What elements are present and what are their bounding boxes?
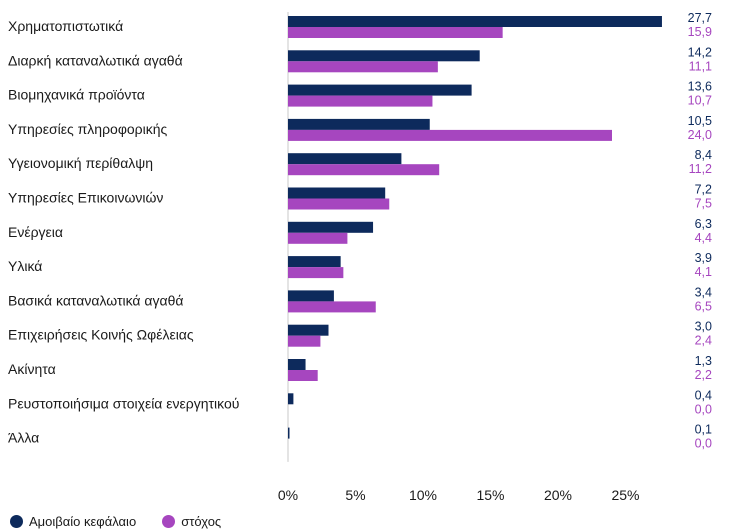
bar-fund — [288, 118, 430, 130]
bar-fund — [288, 221, 374, 233]
value-label-target: 10,7 — [688, 94, 712, 108]
category-label: Βιομηχανικά προϊόντα — [8, 87, 145, 103]
value-label-target: 0,0 — [695, 437, 712, 451]
bar-fund — [288, 290, 334, 302]
value-label-fund: 27,7 — [688, 11, 712, 25]
category-label: Διαρκή καταναλωτικά αγαθά — [8, 52, 183, 68]
x-tick-label: 15% — [476, 487, 504, 503]
bar-target — [288, 370, 318, 381]
bar-target — [288, 61, 438, 73]
value-label-fund: 0,4 — [695, 388, 712, 402]
bar-fund — [288, 50, 480, 62]
bar-target — [288, 301, 376, 313]
value-label-fund: 10,5 — [688, 114, 712, 128]
value-label-target: 4,4 — [695, 231, 712, 245]
value-label-target: 2,2 — [695, 368, 712, 382]
bar-fund — [288, 84, 472, 96]
category-label: Υγειονομική περίθαλψη — [8, 155, 153, 171]
category-label: Υπηρεσίες πληροφορικής — [8, 121, 168, 137]
legend-label-fund: Αμοιβαίο κεφάλαιο — [29, 513, 137, 529]
value-label-target: 2,4 — [695, 334, 712, 348]
value-label-target: 6,5 — [695, 299, 712, 313]
legend: Αμοιβαίο κεφάλαιο στόχος — [10, 512, 221, 530]
category-label: Ενέργεια — [8, 224, 63, 240]
value-label-fund: 13,6 — [688, 80, 712, 94]
value-label-target: 4,1 — [695, 265, 712, 279]
value-label-target: 24,0 — [688, 128, 712, 142]
category-label: Υλικά — [8, 258, 42, 274]
value-label-target: 15,9 — [688, 25, 712, 39]
value-label-fund: 3,0 — [695, 320, 712, 334]
value-label-fund: 6,3 — [695, 217, 712, 231]
category-label: Άλλα — [8, 430, 39, 446]
value-label-target: 7,5 — [695, 197, 712, 211]
bar-fund — [288, 153, 402, 165]
x-tick-label: 20% — [544, 487, 572, 503]
value-label-fund: 8,4 — [695, 148, 712, 162]
legend-swatch-fund — [10, 514, 23, 528]
x-tick-label: 0% — [278, 487, 298, 503]
bar-fund — [288, 256, 341, 268]
bar-target — [288, 232, 348, 244]
x-tick-label: 25% — [611, 487, 639, 503]
value-label-fund: 14,2 — [688, 45, 712, 59]
bar-target — [288, 164, 440, 176]
bar-fund — [288, 393, 294, 405]
value-label-target: 0,0 — [695, 402, 712, 416]
value-label-fund: 7,2 — [695, 183, 712, 197]
bar-target — [288, 27, 503, 38]
bar-target — [288, 129, 612, 141]
value-label-fund: 1,3 — [695, 354, 712, 368]
bar-target — [288, 95, 433, 107]
value-label-target: 11,2 — [689, 162, 712, 176]
legend-swatch-target — [162, 514, 176, 528]
bar-chart: Χρηματοπιστωτικά 27,715,9 Διαρκή καταναλωτ… — [8, 11, 712, 503]
legend-item-fund: Αμοιβαίο κεφάλαιο — [10, 514, 136, 529]
value-label-fund: 3,9 — [695, 251, 712, 265]
bar-fund — [288, 359, 306, 370]
bar-target — [288, 267, 344, 279]
category-label: Χρηματοπιστωτικά — [8, 18, 123, 34]
bar-fund — [288, 427, 290, 439]
category-label: Βασικά καταναλωτικά αγαθά — [8, 292, 183, 308]
value-label-fund: 0,1 — [695, 423, 712, 437]
bar-fund — [288, 324, 329, 336]
category-label: Ακίνητα — [8, 361, 56, 377]
bar-target — [288, 335, 321, 347]
category-label: Ρευστοποιήσιμα στοιχεία ενεργητικού — [8, 395, 239, 411]
bar-fund — [288, 16, 662, 27]
x-tick-label: 10% — [409, 487, 437, 503]
value-label-target: 11,1 — [689, 59, 712, 73]
legend-item-target: στόχος — [162, 514, 221, 529]
x-tick-label: 5% — [345, 487, 365, 503]
legend-label-target: στόχος — [181, 513, 222, 529]
bar-fund — [288, 187, 386, 199]
category-label: Επιχειρήσεις Κοινής Ωφέλειας — [8, 327, 194, 343]
bar-target — [288, 198, 390, 210]
value-label-fund: 3,4 — [695, 285, 712, 299]
category-label: Υπηρεσίες Επικοινωνιών — [8, 190, 163, 206]
